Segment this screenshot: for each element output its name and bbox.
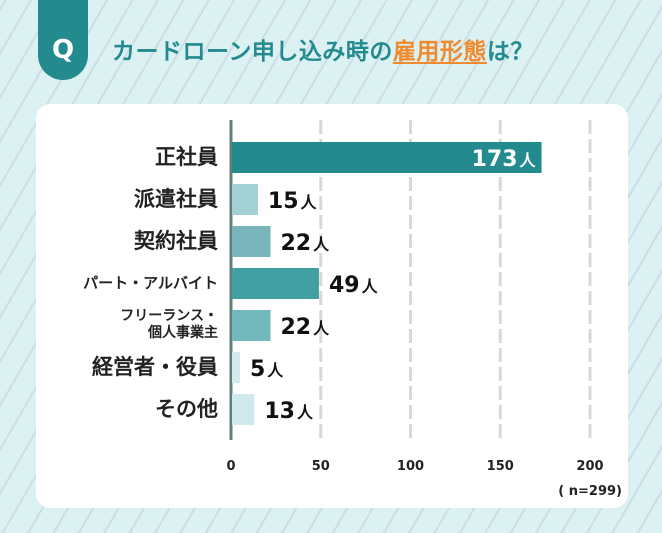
title-suffix: は？ xyxy=(486,39,534,65)
q-badge: Q xyxy=(38,0,88,80)
bar xyxy=(232,268,319,299)
x-tick-label: 150 xyxy=(487,459,514,474)
bar xyxy=(232,310,271,341)
category-label-line: その他 xyxy=(155,397,218,421)
category-label-line: 経営者・役員 xyxy=(92,355,218,379)
category-label-line: パート・アルバイト xyxy=(83,274,218,292)
x-tick-label: 0 xyxy=(226,459,235,474)
category-label-line: フリーランス・ xyxy=(120,308,218,324)
title-highlight: 雇用形態 xyxy=(392,39,487,65)
title-text: カードローン申し込み時の xyxy=(112,39,393,65)
value-label: 22 人 xyxy=(280,315,330,340)
category-label: その他 xyxy=(155,397,218,421)
value-label: 15 人 xyxy=(268,189,318,214)
sample-size-note: ( n=299) xyxy=(558,484,622,499)
x-tick-label: 100 xyxy=(397,459,424,474)
bar xyxy=(232,226,271,257)
page-title: カードローン申し込み時の雇用形態は？ xyxy=(112,32,534,66)
category-label: 契約社員 xyxy=(134,229,218,253)
bar xyxy=(232,142,542,173)
bar xyxy=(232,352,240,383)
category-label-line: 個人事業主 xyxy=(148,325,218,341)
category-label: 派遣社員 xyxy=(134,187,218,211)
x-tick-label: 200 xyxy=(576,459,603,474)
x-tick-label: 50 xyxy=(312,459,330,474)
category-label: 正社員 xyxy=(155,145,218,169)
value-label: 13 人 xyxy=(264,399,314,424)
category-label: パート・アルバイト xyxy=(83,274,218,292)
category-label-line: 派遣社員 xyxy=(134,187,218,211)
bar xyxy=(232,184,258,215)
value-label: 22 人 xyxy=(280,231,330,256)
category-label: フリーランス・ 個人事業主 xyxy=(120,308,218,342)
value-label: 173 人 xyxy=(472,147,537,172)
category-label-line: 契約社員 xyxy=(134,229,218,253)
category-label-line: 正社員 xyxy=(155,145,218,169)
bar xyxy=(232,394,255,425)
value-label: 49 人 xyxy=(329,273,379,298)
category-label: 経営者・役員 xyxy=(92,355,218,379)
